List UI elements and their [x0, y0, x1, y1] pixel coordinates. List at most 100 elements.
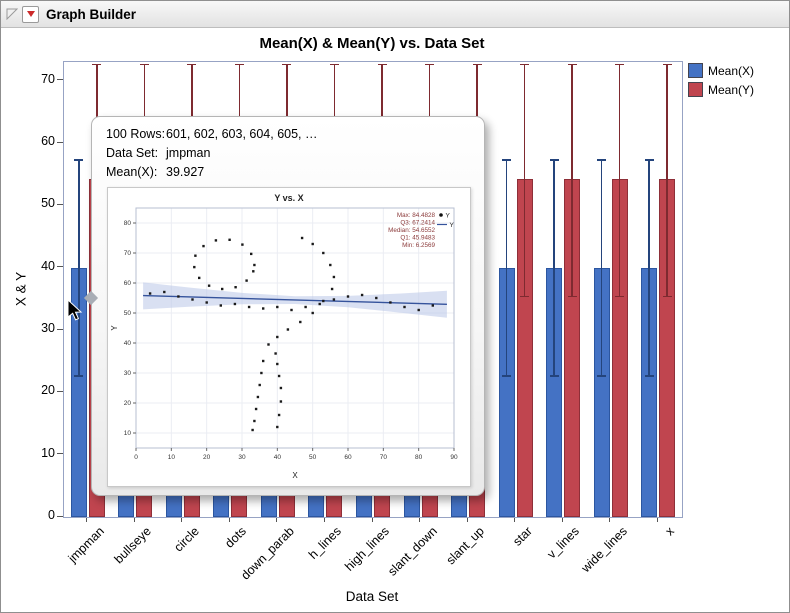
error-cap-top — [74, 159, 84, 161]
mini-x-tick-label: 50 — [309, 454, 317, 461]
x-tick-mark — [323, 518, 325, 522]
mini-x-tick-label: 10 — [168, 454, 176, 461]
error-cap-top — [377, 63, 387, 66]
x-tick-mark — [466, 518, 468, 522]
mini-stats-line: Max: 84.4828 — [397, 212, 436, 219]
collapse-triangle-icon[interactable] — [6, 8, 18, 20]
error-cap-top — [597, 159, 607, 161]
error-bar-mean-x-v-lines — [553, 159, 555, 377]
y-axis-label: X & Y — [13, 271, 29, 307]
error-cap-top — [662, 63, 672, 66]
error-cap-top — [92, 63, 102, 66]
tooltip-line-0: 100 Rows:601, 602, 603, 604, 605, … — [106, 125, 318, 144]
error-cap-top — [520, 63, 530, 66]
tooltip-mini-chart: 0 10 20 30 40 50 60 70 80 90 10 20 30 40 50 60 70 80 Y vs.… — [107, 187, 471, 487]
y-tick-label-0: 0 — [48, 508, 55, 522]
x-tick-mark — [86, 518, 88, 522]
error-cap-top — [502, 159, 512, 161]
error-cap-top — [615, 63, 625, 66]
mini-y-tick-label: 20 — [124, 400, 132, 407]
error-cap-top — [282, 63, 292, 66]
mini-x-tick-label: 80 — [415, 454, 423, 461]
mini-x-tick-label: 20 — [203, 454, 211, 461]
y-tick-label-30: 30 — [41, 321, 55, 335]
mini-y-tick-label: 70 — [124, 250, 132, 257]
error-bar-mean-x-jmpman — [78, 159, 80, 377]
x-tick-mark — [228, 518, 230, 522]
error-cap-bottom — [644, 375, 654, 377]
error-cap-bottom — [615, 295, 625, 298]
y-tick-mark — [57, 453, 63, 455]
error-cap-top — [425, 63, 435, 66]
legend-item-mean-y[interactable]: Mean(Y) — [688, 82, 754, 97]
mini-stats-line: Min: 6.2569 — [402, 242, 435, 249]
tooltip-label-2: Mean(X): — [106, 165, 158, 179]
red-triangle-menu-button[interactable] — [22, 5, 39, 23]
error-cap-top — [139, 63, 149, 66]
title-bar: Graph Builder — [1, 1, 789, 28]
error-cap-bottom — [520, 295, 530, 298]
error-cap-top — [549, 159, 559, 161]
x-axis-label: Data Set — [345, 589, 399, 604]
mini-plot-frame — [135, 207, 455, 449]
error-cap-top — [329, 63, 339, 66]
y-tick-mark — [57, 515, 63, 517]
mini-y-tick-label: 80 — [124, 220, 132, 227]
mini-scatter-points — [148, 236, 434, 432]
mini-y-tick-label: 60 — [124, 280, 132, 287]
mini-x-tick-label: 90 — [450, 454, 458, 461]
mini-stats-line: Median: 54.6552 — [388, 227, 435, 234]
x-tick-mark — [609, 518, 611, 522]
y-tick-mark — [57, 390, 63, 392]
mini-y-tick-label: 50 — [124, 310, 132, 317]
mini-y-axis-label: Y — [110, 325, 119, 331]
legend-swatch-mean-x — [688, 63, 703, 78]
mini-stats-line: Q1: 45.9483 — [400, 235, 435, 242]
error-bar-mean-x-star — [505, 159, 508, 377]
y-tick-label-50: 50 — [41, 196, 55, 211]
x-tick-mark — [133, 518, 135, 522]
mini-chart-title: Y vs. X — [274, 193, 303, 203]
legend: Mean(X) Mean(Y) — [688, 63, 754, 101]
error-bar-mean-x-wide-lines — [600, 159, 603, 377]
legend-label-mean-y: Mean(Y) — [708, 82, 755, 97]
y-tick-label-70: 70 — [41, 71, 55, 86]
x-tick-mark — [656, 518, 658, 522]
error-cap-bottom — [567, 295, 577, 298]
hover-tooltip: 100 Rows:601, 602, 603, 604, 605, … Data … — [83, 116, 485, 496]
error-cap-top — [472, 63, 482, 66]
mini-legend-point-label: Y — [446, 213, 451, 220]
mini-legend-line-label: Y — [450, 222, 455, 229]
y-tick-mark — [57, 266, 63, 268]
error-cap-top — [234, 63, 244, 66]
mouse-cursor — [67, 299, 83, 321]
x-tick-mark — [514, 518, 516, 522]
legend-swatch-mean-y — [688, 82, 703, 97]
y-tick-label-10: 10 — [41, 445, 55, 460]
tooltip-label-1: Data Set: — [106, 146, 159, 160]
error-bar-mean-y-v-lines — [571, 64, 573, 297]
mini-y-tick-label: 10 — [124, 430, 132, 437]
error-bar-mean-y-x — [666, 64, 668, 297]
legend-item-mean-x[interactable]: Mean(X) — [688, 63, 754, 78]
x-tick-mark — [561, 518, 563, 522]
error-bar-mean-x-x — [648, 159, 650, 377]
x-tick-mark — [419, 518, 421, 522]
y-tick-mark — [57, 203, 63, 205]
window-title: Graph Builder — [46, 6, 137, 22]
mini-legend-point-marker — [439, 213, 443, 217]
x-tick-mark — [181, 518, 183, 522]
error-cap-bottom — [597, 375, 607, 377]
tooltip-value-1: jmpman — [166, 146, 211, 160]
mini-x-tick-label: 30 — [238, 454, 246, 461]
mini-x-axis-label: X — [292, 471, 298, 480]
error-bar-mean-y-star — [523, 64, 526, 297]
red-triangle-icon — [26, 11, 35, 17]
mini-y-tick-label: 40 — [124, 340, 132, 347]
x-tick-mark — [371, 518, 373, 522]
y-tick-label-40: 40 — [41, 258, 55, 273]
mini-fit-line — [143, 294, 447, 305]
x-tick-mark — [276, 518, 278, 522]
error-cap-bottom — [502, 375, 512, 377]
